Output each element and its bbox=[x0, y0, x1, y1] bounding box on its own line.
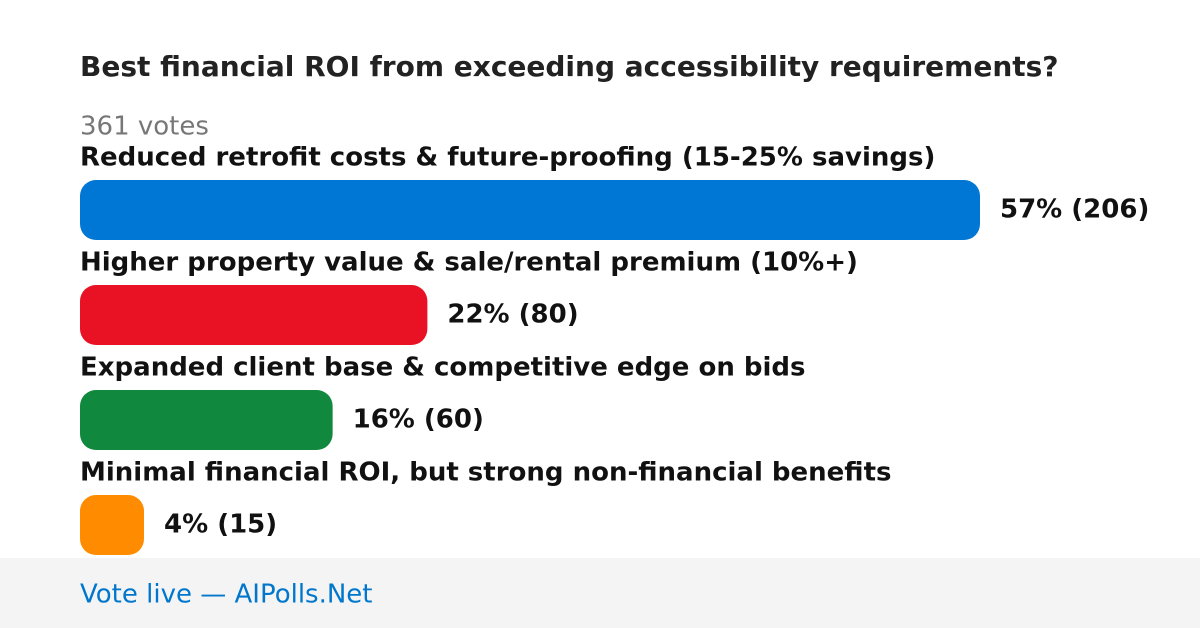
option-label: Minimal financial ROI, but strong non-fi… bbox=[80, 458, 891, 488]
bar bbox=[80, 285, 428, 345]
bar bbox=[80, 390, 333, 450]
vote-count: 361 votes bbox=[80, 112, 209, 142]
value-label: 22% (80) bbox=[447, 300, 578, 330]
bar bbox=[80, 495, 144, 555]
value-label: 4% (15) bbox=[164, 510, 277, 540]
option-label: Reduced retrofit costs & future-proofing… bbox=[80, 143, 935, 173]
footer-link[interactable]: Vote live — AIPolls.Net bbox=[80, 580, 373, 610]
value-label: 16% (60) bbox=[353, 405, 484, 435]
option-label: Higher property value & sale/rental prem… bbox=[80, 248, 858, 278]
value-label: 57% (206) bbox=[1000, 195, 1149, 225]
option-label: Expanded client base & competitive edge … bbox=[80, 353, 806, 383]
poll-title: Best financial ROI from exceeding access… bbox=[80, 50, 1059, 83]
footer-band bbox=[0, 558, 1200, 628]
bar bbox=[80, 180, 980, 240]
